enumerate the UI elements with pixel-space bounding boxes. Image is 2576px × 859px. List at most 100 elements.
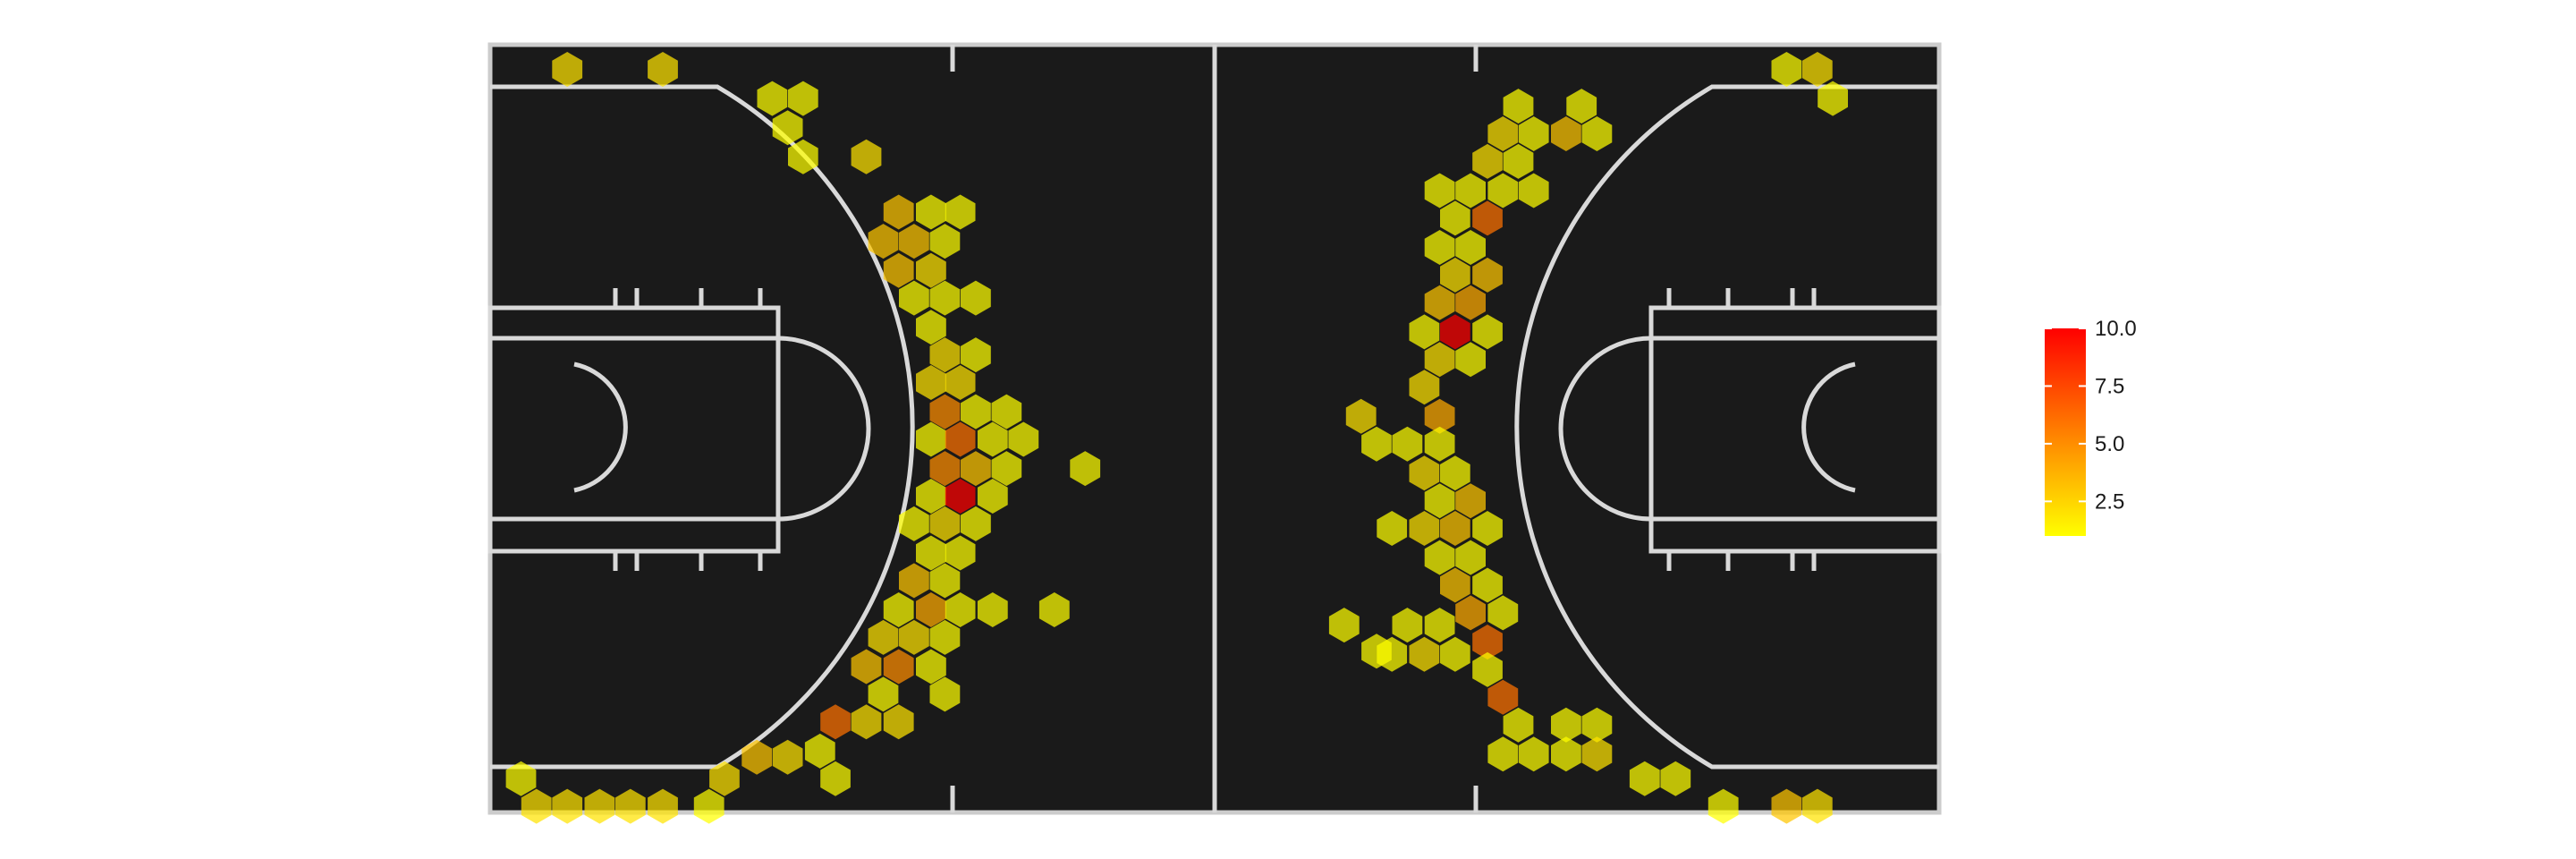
hexbin-cell (1361, 426, 1392, 462)
hexbin-cell (1707, 788, 1739, 824)
hexbin-cell (584, 788, 615, 824)
left-free-throw-circle (777, 336, 871, 522)
hexbin-cell (977, 592, 1008, 627)
hexbin-cell (1503, 143, 1534, 179)
hexbin-cell (883, 252, 914, 288)
hexbin-cell (1424, 426, 1455, 462)
hexbin-cell (788, 139, 818, 174)
left-restricted-arc (573, 361, 628, 493)
hexbin-cell (741, 739, 772, 775)
hexbin-cell (1424, 540, 1455, 575)
hexbin-cell (1455, 342, 1486, 378)
hexbin-cell (1503, 707, 1534, 743)
hexbin-cell (552, 52, 583, 87)
hexbin-cell (851, 704, 882, 740)
hexbin-cell (1487, 736, 1519, 772)
color-legend-ticks: 2.5 5.0 7.5 10.0 (2045, 317, 2137, 514)
hexbin-cell (693, 788, 724, 824)
hexbin-cell (1581, 707, 1613, 743)
hexbin-cell (1581, 736, 1613, 772)
hexbin-cell (1424, 608, 1455, 643)
hexbin-cell (945, 535, 976, 571)
hexbin-cell (648, 788, 678, 824)
hexbin-cell (1361, 634, 1392, 669)
hexbin-cell (899, 280, 929, 316)
hexbin-cell (1487, 173, 1519, 208)
hexbin-cell (1660, 761, 1691, 796)
hexbin-cell (648, 52, 678, 87)
hexbin-cell (929, 224, 961, 259)
hexbin-cell (1472, 200, 1503, 236)
hexbin-cell (521, 788, 552, 824)
hexbin-cell (1409, 314, 1440, 350)
hexbin-cell (868, 676, 899, 712)
hexbin-cell (916, 649, 946, 685)
hexbin-cell (772, 739, 803, 775)
color-legend: 2.5 5.0 7.5 10.0 (2045, 317, 2137, 536)
hexbin-cell (916, 479, 946, 514)
right-inner-lane (1648, 336, 1942, 522)
hexbin-cell (1409, 636, 1440, 672)
hexbin-cell (961, 337, 991, 373)
hexbin-cell (1503, 89, 1534, 124)
hexbin-cell (1440, 511, 1470, 546)
color-legend-label: 7.5 (2095, 374, 2124, 398)
hexbin-cell (1472, 257, 1503, 293)
hexbin-cell (916, 310, 946, 345)
hexbin-cell (1440, 314, 1470, 350)
hexbin-cell (1551, 707, 1581, 743)
hexbin-cell (929, 280, 961, 316)
hexbin-cell (709, 761, 740, 796)
hexbin-cell (1455, 483, 1486, 519)
hexbin-cell (1424, 230, 1455, 265)
hexbin-cell (868, 224, 899, 259)
hexbin-cell (1566, 89, 1597, 124)
hexbin-cell (1440, 200, 1470, 236)
hexbin-cell (1440, 257, 1470, 293)
hexbin-cell (929, 394, 961, 430)
hexbin-cell (899, 224, 929, 259)
hexbin-cell (1409, 455, 1440, 491)
hexbin-cell (977, 479, 1008, 514)
hexbin-cell (820, 704, 851, 740)
hexbin-cell (851, 649, 882, 685)
color-legend-label: 2.5 (2095, 489, 2124, 514)
hexbin-cell (1629, 761, 1660, 796)
hexbin-cell (1472, 511, 1503, 546)
hexbin-cell (1409, 511, 1440, 546)
color-legend-bar (2045, 328, 2086, 536)
hexbin-cell (916, 194, 946, 230)
hexbin-cell (929, 506, 961, 541)
hexbin-cell (961, 506, 991, 541)
color-legend-label: 5.0 (2095, 432, 2124, 456)
hexbin-cell (1472, 314, 1503, 350)
hexbin-cell (788, 81, 818, 116)
hexbin-cell (899, 506, 929, 541)
hexbin-cell (1455, 173, 1486, 208)
hexbin-cell (929, 451, 961, 487)
hexbin-cell (1455, 285, 1486, 320)
hexbin-cell (1440, 567, 1470, 603)
hexbin-cell (1008, 421, 1039, 457)
hexbin-cell (916, 535, 946, 571)
hexbin-cell (1455, 230, 1486, 265)
hexbin-cell (916, 421, 946, 457)
hexbin-cell (977, 421, 1008, 457)
hexbin-cell (945, 365, 976, 400)
hexbin-cell (1771, 52, 1802, 87)
hexbin-cell (757, 81, 788, 116)
hexbin-cell (1581, 116, 1613, 151)
hexbin-cell (916, 592, 946, 627)
right-three-point-line (1514, 84, 1939, 770)
hexbin-cell (1345, 398, 1377, 434)
hexbin-cell (1328, 608, 1360, 643)
hexbin-cell (961, 394, 991, 430)
hexbin-cell (961, 280, 991, 316)
hexbin-cell (1472, 567, 1503, 603)
hexbin-cell (899, 563, 929, 599)
hexbin-cell (1518, 116, 1549, 151)
hexbin-cell (1377, 511, 1408, 546)
court (487, 42, 1942, 815)
hexbin-cell (1771, 788, 1802, 824)
hexbin-cell (929, 337, 961, 373)
